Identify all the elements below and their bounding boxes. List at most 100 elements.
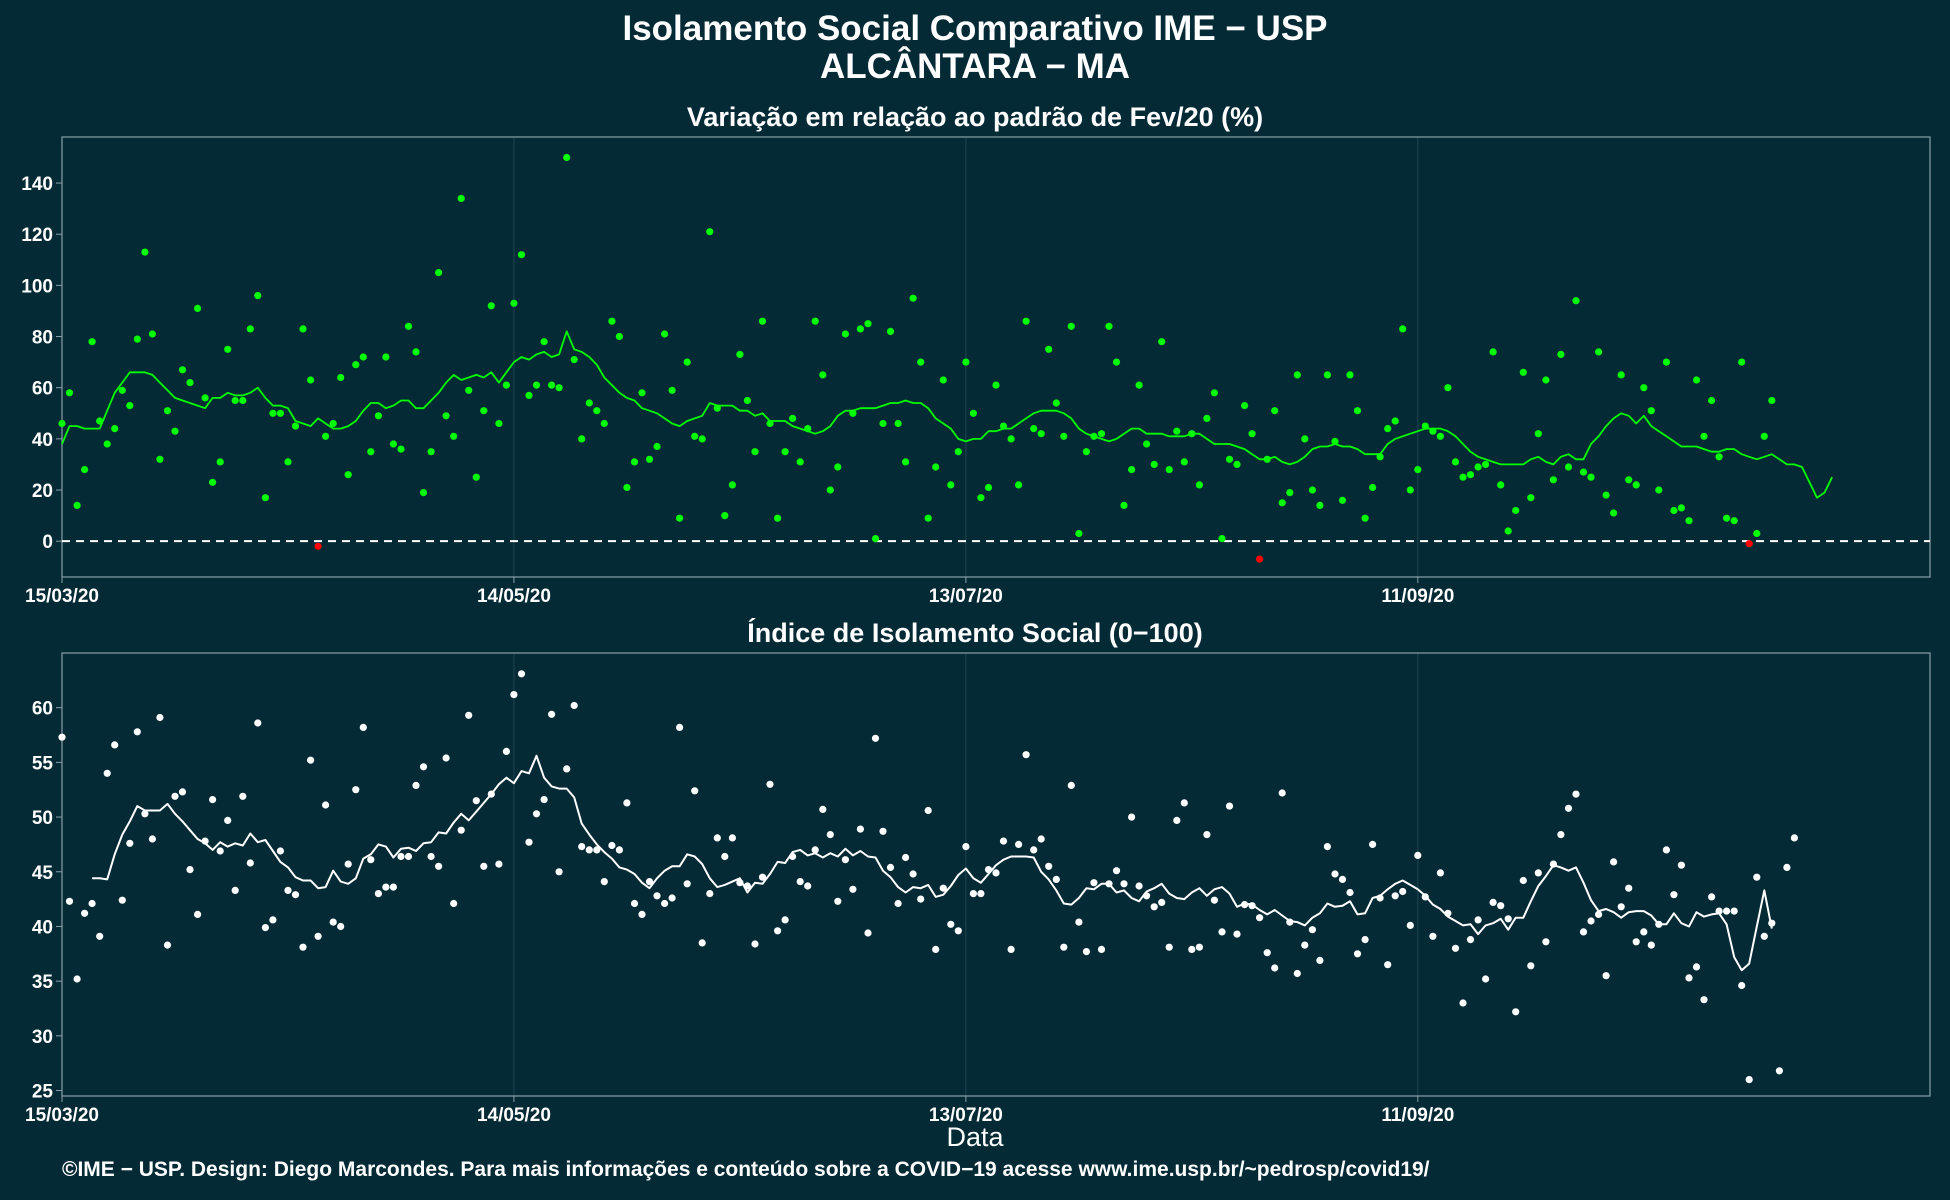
data-point — [118, 896, 126, 904]
data-point — [404, 322, 413, 330]
data-point — [886, 327, 895, 335]
data-point — [1730, 517, 1738, 525]
data-point — [1316, 956, 1324, 965]
data-point — [374, 412, 382, 420]
data-point — [879, 419, 887, 428]
data-point — [1662, 358, 1670, 366]
x-tick-label: 11/09/20 — [1381, 1105, 1454, 1126]
data-point — [1090, 432, 1098, 440]
data-point — [540, 338, 548, 346]
data-point — [999, 837, 1008, 845]
data-point — [111, 425, 119, 433]
data-point — [676, 723, 684, 732]
data-point — [1602, 491, 1610, 499]
data-point — [1768, 919, 1776, 927]
data-point — [1128, 813, 1136, 821]
data-point — [751, 940, 759, 948]
data-point — [1346, 888, 1354, 897]
data-point — [548, 710, 556, 718]
data-point — [1527, 962, 1535, 970]
data-point — [1158, 338, 1166, 346]
bottom-panel-title: Índice de Isolamento Social (0−100) — [747, 618, 1203, 648]
data-point — [397, 852, 405, 861]
data-point — [653, 892, 661, 900]
data-point — [1564, 804, 1573, 812]
data-point — [1369, 840, 1377, 849]
data-point — [299, 325, 307, 333]
data-point — [352, 361, 360, 369]
y-tick-label: 0 — [42, 532, 53, 553]
data-point — [1218, 535, 1226, 543]
data-point — [201, 394, 209, 402]
data-point — [389, 440, 397, 448]
data-point — [947, 481, 955, 489]
data-point — [691, 787, 699, 795]
y-tick-label: 140 — [21, 174, 53, 195]
data-point — [811, 317, 819, 325]
data-point — [163, 407, 172, 415]
data-point — [352, 786, 360, 794]
data-point — [276, 409, 284, 417]
data-point — [1557, 831, 1565, 839]
data-point — [427, 448, 435, 456]
data-point — [1165, 943, 1173, 951]
data-point — [1376, 894, 1384, 902]
x-tick-label: 15/03/20 — [25, 1105, 99, 1126]
y-tick-label: 55 — [32, 753, 54, 774]
data-point — [1655, 920, 1663, 928]
data-point — [1775, 1067, 1783, 1075]
x-tick-label: 14/05/20 — [477, 586, 551, 607]
data-point — [1060, 943, 1068, 951]
data-point — [962, 843, 970, 851]
data-point — [419, 763, 428, 771]
data-point — [1466, 471, 1475, 479]
data-point — [736, 350, 744, 358]
data-point — [1331, 437, 1339, 445]
data-point — [706, 890, 714, 898]
data-point — [186, 866, 194, 874]
data-point — [924, 806, 932, 815]
y-tick-label: 100 — [21, 276, 53, 297]
data-point — [314, 932, 322, 940]
data-point — [1399, 325, 1407, 333]
data-point — [156, 713, 164, 722]
data-point — [826, 831, 834, 839]
x-tick-label: 11/09/20 — [1381, 586, 1454, 607]
chart-title: Isolamento Social Comparativo IME − USP … — [0, 10, 1950, 86]
data-point — [344, 860, 352, 868]
data-point — [1647, 407, 1655, 415]
data-point — [1730, 907, 1738, 915]
y-tick-label: 25 — [32, 1082, 54, 1103]
data-point — [1007, 435, 1015, 443]
data-point — [1316, 501, 1324, 509]
data-point — [1195, 943, 1203, 951]
data-point — [359, 353, 367, 361]
data-point — [73, 501, 81, 509]
data-point — [156, 455, 164, 463]
data-point — [1753, 873, 1761, 881]
data-point — [65, 389, 74, 397]
data-point — [706, 228, 714, 236]
data-point — [570, 701, 578, 710]
data-point — [307, 376, 315, 384]
data-point — [1708, 396, 1716, 405]
data-point — [1414, 466, 1422, 474]
data-point — [171, 427, 179, 435]
data-point — [1256, 555, 1264, 563]
data-point — [480, 862, 488, 870]
data-point — [1165, 466, 1173, 474]
y-tick-label: 40 — [32, 917, 53, 938]
panel-frame — [61, 136, 1931, 578]
data-point — [1482, 460, 1490, 468]
data-point — [1188, 430, 1196, 438]
data-point — [578, 843, 586, 851]
data-point — [1768, 396, 1776, 405]
data-point — [209, 478, 217, 486]
x-tick-label: 13/07/20 — [929, 1105, 1003, 1126]
data-point — [721, 852, 729, 861]
data-point — [992, 381, 1000, 389]
data-point — [1135, 381, 1143, 389]
data-point — [864, 929, 872, 937]
data-point — [1474, 916, 1482, 924]
data-point — [683, 358, 691, 366]
